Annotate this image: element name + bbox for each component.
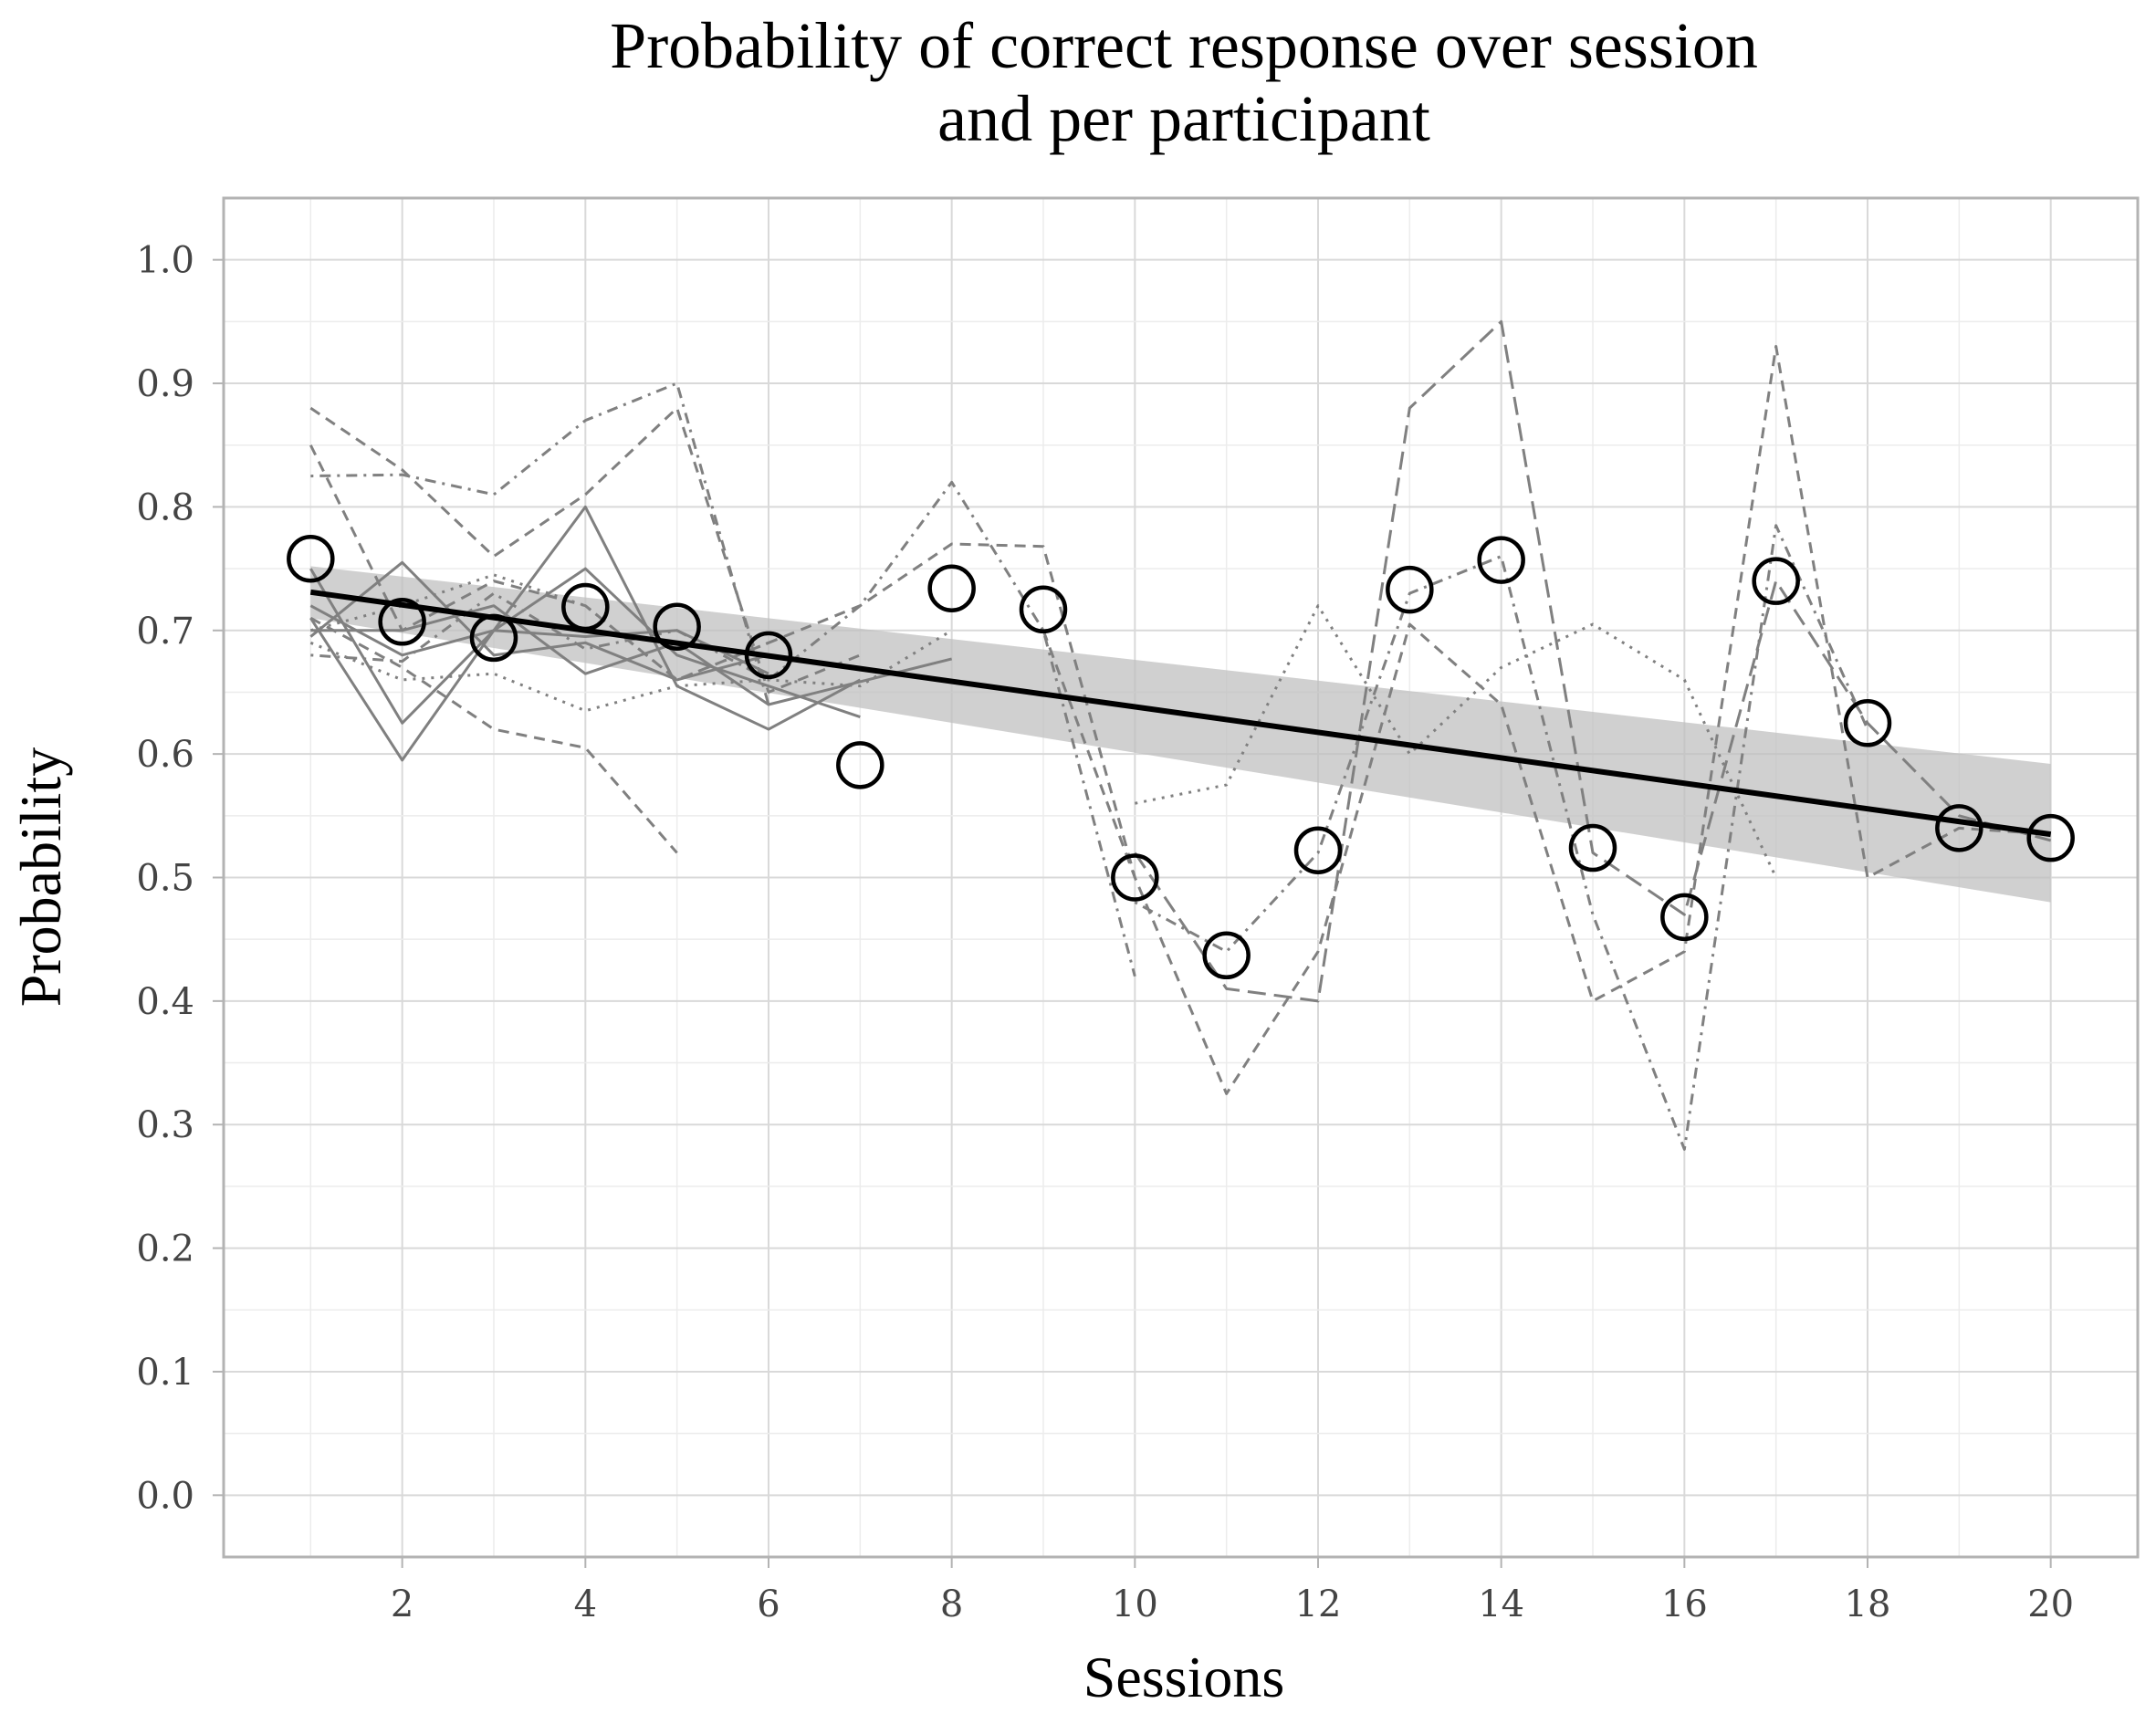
mean-point xyxy=(378,598,426,646)
participant-line-14 xyxy=(1134,319,2052,1003)
mean-point xyxy=(1568,823,1617,872)
participant-line-11 xyxy=(309,573,769,682)
chart-title-line-2: and per participant xyxy=(937,82,1430,155)
mean-point xyxy=(287,535,335,583)
mean-points xyxy=(287,535,2075,980)
x-tick-label: 16 xyxy=(1661,1583,1708,1625)
x-axis-tick-labels: 2 4 6 8 10 12 14 16 18 20 xyxy=(391,1583,2074,1625)
y-tick-label: 0.4 xyxy=(136,981,194,1023)
mean-point xyxy=(469,613,518,663)
mean-point xyxy=(1843,699,1892,747)
x-tick-label: 10 xyxy=(1112,1583,1158,1625)
participant-line-5 xyxy=(309,604,769,675)
y-axis-title: Probability xyxy=(8,747,73,1007)
y-tick-label: 0.9 xyxy=(136,363,194,405)
mean-point xyxy=(1660,893,1709,942)
participant-line-1 xyxy=(309,505,862,762)
x-tick-label: 4 xyxy=(574,1583,597,1625)
mean-point xyxy=(1477,536,1525,584)
x-tick-label: 20 xyxy=(2027,1583,2074,1625)
x-tick-label: 14 xyxy=(1478,1583,1524,1625)
y-tick-label: 0.8 xyxy=(136,486,194,528)
y-tick-label: 0.3 xyxy=(136,1104,194,1146)
participant-line-10 xyxy=(310,480,1136,977)
y-tick-label: 1.0 xyxy=(136,240,194,282)
y-tick-label: 0.2 xyxy=(136,1228,194,1270)
mean-point xyxy=(1386,565,1434,614)
mean-point xyxy=(1935,804,1983,852)
mean-point xyxy=(744,631,793,680)
x-tick-label: 2 xyxy=(391,1583,413,1625)
x-tick-label: 12 xyxy=(1295,1583,1342,1625)
regression-line xyxy=(309,589,2052,838)
y-tick-label: 0.7 xyxy=(136,611,194,653)
participant-line-7 xyxy=(309,616,678,854)
y-axis-tick-labels: 0.0 0.1 0.2 0.3 0.4 0.5 0.6 0.7 0.8 0.9 1.0 xyxy=(136,240,194,1518)
mean-point xyxy=(1202,931,1251,980)
x-axis-title: Sessions xyxy=(1083,1645,1285,1709)
y-tick-label: 0.5 xyxy=(136,858,194,900)
x-tick-label: 18 xyxy=(1845,1583,1891,1625)
x-tick-label: 6 xyxy=(757,1583,780,1625)
mean-point xyxy=(1752,557,1800,605)
regression-line-group xyxy=(309,589,2052,838)
axis-ticks xyxy=(213,258,2052,1568)
y-tick-label: 0.0 xyxy=(136,1475,194,1517)
x-tick-label: 8 xyxy=(940,1583,963,1625)
mean-point xyxy=(836,741,884,789)
participant-line-2 xyxy=(309,567,861,725)
participant-line-6 xyxy=(309,406,861,694)
mean-point xyxy=(653,602,701,651)
mean-point xyxy=(1111,853,1159,902)
mean-point xyxy=(1293,826,1343,874)
chart-title-line-1: Probability of correct response over ses… xyxy=(610,9,1758,82)
y-tick-label: 0.1 xyxy=(136,1352,194,1394)
participant-line-15 xyxy=(1135,604,1778,879)
participant-line-4 xyxy=(309,560,769,682)
mean-point xyxy=(2026,813,2075,862)
participant-line-8 xyxy=(309,444,1136,878)
mean-point xyxy=(1019,585,1068,634)
mean-point xyxy=(561,582,610,632)
participant-lines xyxy=(309,319,2052,1151)
participant-line-16 xyxy=(1134,524,1869,1151)
mean-point xyxy=(927,564,976,612)
y-tick-label: 0.6 xyxy=(136,734,194,776)
participant-line-13 xyxy=(1041,344,2051,1095)
